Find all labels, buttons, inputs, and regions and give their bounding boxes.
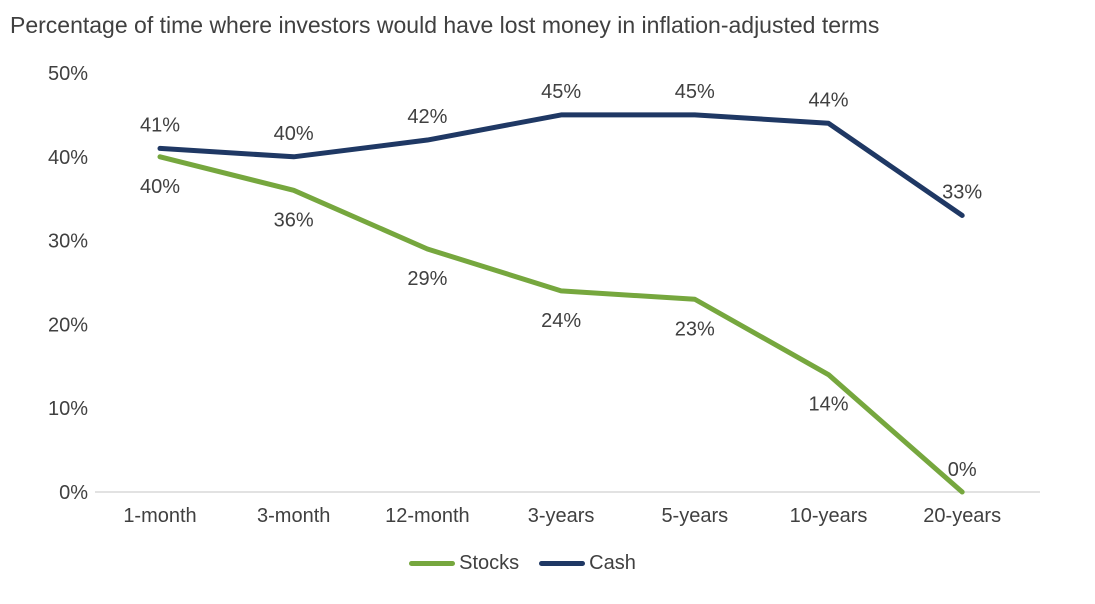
data-label-stocks: 29% xyxy=(407,268,447,290)
data-label-stocks: 36% xyxy=(274,209,314,231)
data-label-stocks: 0% xyxy=(948,459,977,481)
series-line-stocks xyxy=(157,154,965,495)
data-label-cash: 40% xyxy=(274,123,314,145)
x-axis-label: 1-month xyxy=(123,505,196,527)
x-axis-label: 10-years xyxy=(790,505,868,527)
series-line-cash xyxy=(157,112,965,218)
x-axis-label: 20-years xyxy=(923,505,1001,527)
x-axis-label: 3-years xyxy=(528,505,595,527)
data-label-stocks: 24% xyxy=(541,310,581,332)
y-tick-label: 10% xyxy=(48,398,88,420)
data-label-stocks: 40% xyxy=(140,176,180,198)
y-tick-label: 30% xyxy=(48,231,88,253)
y-tick-label: 20% xyxy=(48,314,88,336)
legend-label-stocks: Stocks xyxy=(459,552,520,574)
data-label-stocks: 14% xyxy=(808,394,848,416)
data-label-stocks: 23% xyxy=(675,318,715,340)
x-axis-label: 3-month xyxy=(257,505,330,527)
data-label-cash: 44% xyxy=(808,89,848,111)
data-label-cash: 33% xyxy=(942,181,982,203)
legend-item-stocks: Stocks xyxy=(409,552,519,575)
cash-line-swatch-icon xyxy=(539,561,586,566)
y-tick-label: 0% xyxy=(59,482,88,504)
data-label-cash: 45% xyxy=(541,81,581,103)
legend-item-cash: Cash xyxy=(539,552,636,575)
x-axis-label: 5-years xyxy=(661,505,728,527)
legend-label-cash: Cash xyxy=(589,552,636,574)
x-axis-label: 12-month xyxy=(385,505,470,527)
y-tick-label: 50% xyxy=(48,63,88,85)
y-tick-label: 40% xyxy=(48,147,88,169)
data-label-cash: 45% xyxy=(675,81,715,103)
chart-title: Percentage of time where investors would… xyxy=(10,12,880,38)
data-label-cash: 41% xyxy=(140,114,180,136)
chart-legend: Stocks Cash xyxy=(0,552,1070,575)
data-label-cash: 42% xyxy=(407,106,447,128)
stocks-line-swatch-icon xyxy=(409,561,456,566)
